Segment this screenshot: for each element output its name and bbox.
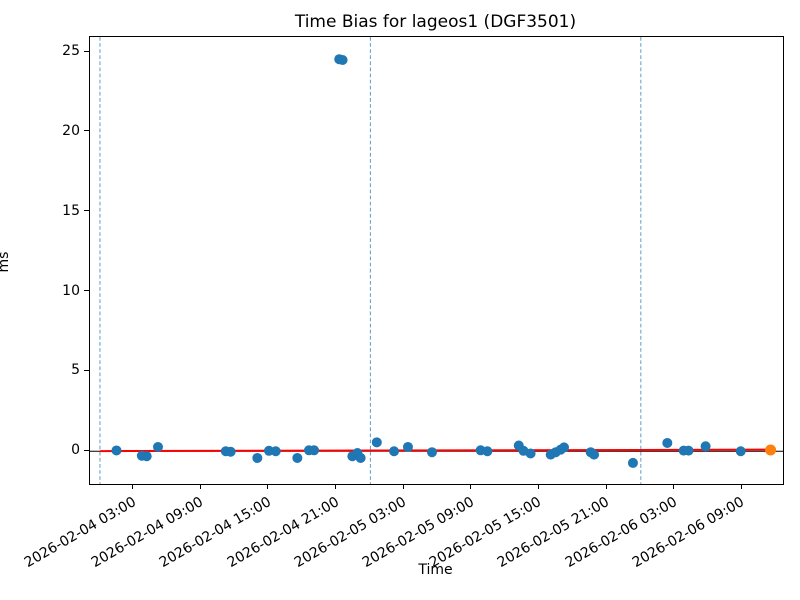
x-tick-mark xyxy=(605,484,607,489)
data-point-time-bias-measurements xyxy=(589,449,600,460)
data-point-time-bias-measurements xyxy=(389,446,400,457)
y-tick-label: 20 xyxy=(62,122,80,139)
data-point-time-bias-measurements xyxy=(662,437,673,448)
x-tick-mark xyxy=(402,484,404,489)
y-tick-label: 25 xyxy=(62,43,80,59)
x-tick-mark xyxy=(470,484,472,489)
data-point-time-bias-measurements xyxy=(337,54,348,65)
y-tick-label: 0 xyxy=(71,442,80,459)
x-tick-mark xyxy=(537,484,539,489)
data-point-time-bias-measurements xyxy=(735,446,746,457)
y-tick-mark xyxy=(84,369,89,371)
data-point-time-bias-measurements xyxy=(525,448,536,459)
x-tick-mark xyxy=(199,484,201,489)
y-tick-mark xyxy=(84,130,89,132)
y-tick-mark xyxy=(84,50,89,52)
data-point-time-bias-measurements xyxy=(270,446,281,457)
x-tick-mark xyxy=(673,484,675,489)
data-point-time-bias-measurements xyxy=(426,447,437,458)
data-point-time-bias-measurements xyxy=(402,441,413,452)
chart-title: Time Bias for lageos1 (DGF3501) xyxy=(294,12,577,32)
x-tick-mark xyxy=(267,484,269,489)
data-point-time-bias-measurements xyxy=(482,446,493,457)
data-point-time-bias-measurements xyxy=(141,451,152,462)
data-point-time-bias-measurements xyxy=(559,442,570,453)
y-tick-label: 15 xyxy=(62,202,80,219)
data-point-time-bias-measurements xyxy=(683,445,694,456)
plot-area xyxy=(89,36,784,485)
data-point-time-bias-measurements xyxy=(225,446,236,457)
x-tick-mark xyxy=(335,484,337,489)
y-tick-label: 5 xyxy=(71,362,80,379)
y-tick-mark xyxy=(84,210,89,212)
y-tick-mark xyxy=(84,290,89,292)
data-point-time-bias-measurements xyxy=(292,452,303,463)
x-tick-mark xyxy=(740,484,742,489)
data-point-time-bias-measurements xyxy=(371,437,382,448)
y-axis-label: ms xyxy=(0,251,12,273)
x-axis-label: Time xyxy=(418,562,453,578)
data-point-latest-measurement xyxy=(765,444,777,456)
data-point-time-bias-measurements xyxy=(355,452,366,463)
data-point-time-bias-measurements xyxy=(111,445,122,456)
x-tick-mark xyxy=(132,484,134,489)
data-point-time-bias-measurements xyxy=(309,445,320,456)
y-tick-label: 10 xyxy=(62,282,80,299)
data-point-time-bias-measurements xyxy=(627,457,638,468)
y-tick-mark xyxy=(84,449,89,451)
data-point-time-bias-measurements xyxy=(152,441,163,452)
data-point-time-bias-measurements xyxy=(700,441,711,452)
data-point-time-bias-measurements xyxy=(252,452,263,463)
scatter-plot xyxy=(90,37,783,484)
